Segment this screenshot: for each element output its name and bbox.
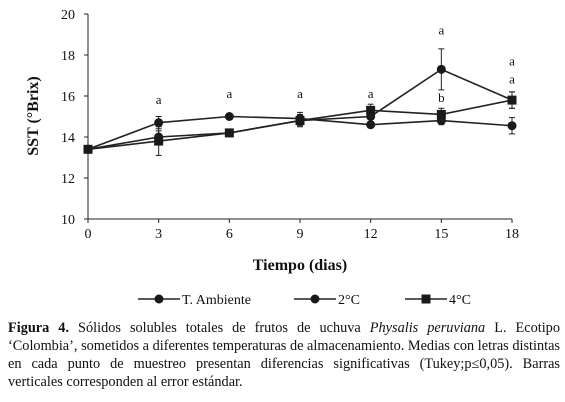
legend-item: T. Ambiente [138, 293, 251, 308]
x-tick-label: 18 [505, 227, 519, 242]
significance-letter: a [509, 53, 515, 68]
data-point [83, 144, 93, 154]
legend-item: 2°C [294, 293, 360, 308]
data-point [224, 128, 234, 138]
legend-marker [421, 294, 431, 304]
y-tick-label: 10 [61, 213, 75, 228]
y-tick-label: 20 [61, 8, 75, 23]
x-tick-label: 9 [297, 227, 304, 242]
caption-label: Figura 4. [8, 320, 70, 336]
data-point [154, 118, 164, 128]
data-point [154, 136, 164, 146]
significance-letter: a [509, 72, 515, 87]
x-tick-label: 15 [434, 227, 448, 242]
series-2°C [83, 48, 517, 154]
data-point [224, 112, 234, 121]
chart-ticks: 0 3 6 9 12 15 18 10 12 14 16 18 20 [61, 8, 519, 242]
data-point [507, 121, 517, 131]
data-point [295, 116, 305, 126]
x-tick-label: 12 [364, 227, 378, 242]
legend-marker [310, 294, 320, 304]
x-tick-label: 0 [85, 227, 92, 242]
significance-letter: a [438, 23, 444, 38]
legend-marker [154, 294, 164, 304]
x-tick-label: 3 [155, 227, 162, 242]
y-tick-label: 12 [61, 172, 75, 187]
x-axis-title: Tiempo (dias) [253, 257, 347, 274]
series-line [87, 68, 513, 151]
y-tick-label: 16 [61, 90, 75, 105]
series-4°C [83, 91, 517, 156]
figure-caption: Figura 4. Sólidos solubles totales de fr… [8, 319, 560, 391]
data-point [366, 105, 376, 115]
y-tick-label: 14 [61, 131, 75, 146]
significance-letter: a [368, 86, 374, 101]
legend-label: 4°C [449, 293, 471, 308]
x-tick-label: 6 [226, 227, 233, 242]
legend-item: 4°C [405, 293, 471, 308]
data-point [507, 95, 517, 105]
y-tick-label: 18 [61, 49, 75, 64]
significance-letter: a [226, 86, 232, 101]
significance-letter: a [297, 86, 303, 101]
legend-label: T. Ambiente [182, 293, 251, 308]
caption-text-before: Sólidos solubles totales de frutos de uc… [69, 320, 370, 336]
data-point [436, 64, 446, 74]
caption-species: Physalis peruviana [369, 320, 486, 336]
legend-label: 2°C [338, 293, 360, 308]
significance-letter: b [438, 90, 445, 105]
y-axis-title: SST (°Brix) [25, 76, 42, 155]
chart-legend: T. Ambiente 2°C 4°C [138, 293, 471, 308]
significance-letter: a [156, 92, 162, 107]
caption-text-after: L. Ecotipo ‘Colombia’, sometidos a difer… [8, 320, 560, 390]
chart-series [83, 48, 517, 156]
data-point [436, 109, 446, 119]
